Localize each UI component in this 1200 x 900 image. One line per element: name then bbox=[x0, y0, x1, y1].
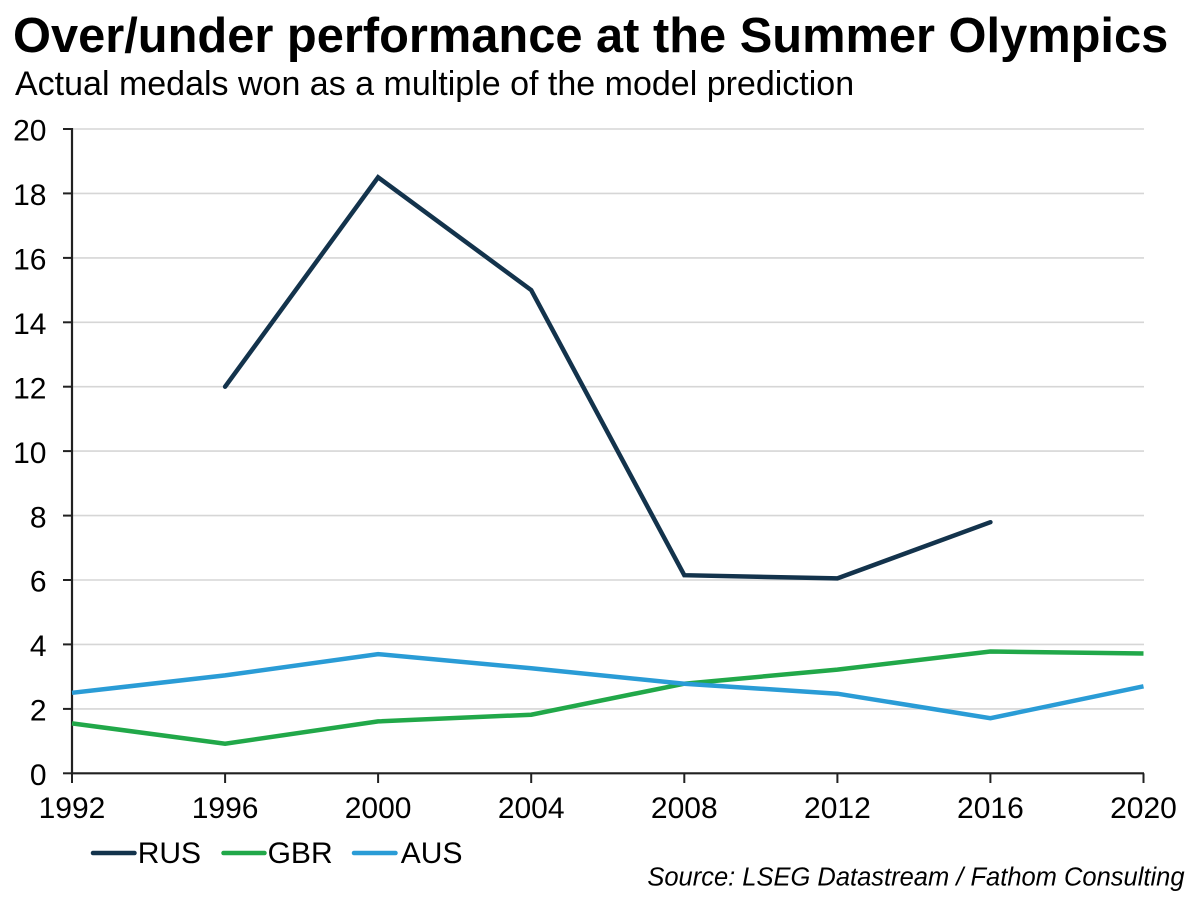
svg-text:1996: 1996 bbox=[192, 792, 259, 825]
svg-text:2: 2 bbox=[30, 695, 47, 728]
svg-text:0: 0 bbox=[30, 759, 47, 792]
svg-text:Over/under performance at the: Over/under performance at the Summer Oly… bbox=[13, 9, 1168, 63]
svg-text:20: 20 bbox=[13, 115, 46, 148]
svg-text:4: 4 bbox=[30, 630, 47, 663]
svg-text:16: 16 bbox=[13, 244, 46, 277]
svg-text:12: 12 bbox=[13, 372, 46, 405]
svg-text:2020: 2020 bbox=[1110, 792, 1177, 825]
svg-text:GBR: GBR bbox=[268, 837, 333, 870]
svg-text:RUS: RUS bbox=[138, 837, 201, 870]
svg-text:14: 14 bbox=[13, 308, 46, 341]
svg-text:2004: 2004 bbox=[498, 792, 565, 825]
svg-text:6: 6 bbox=[30, 566, 47, 599]
svg-text:2000: 2000 bbox=[345, 792, 412, 825]
svg-text:Actual medals won as a multipl: Actual medals won as a multiple of the m… bbox=[15, 65, 854, 103]
svg-text:AUS: AUS bbox=[401, 837, 463, 870]
svg-text:10: 10 bbox=[13, 437, 46, 470]
svg-text:2016: 2016 bbox=[957, 792, 1024, 825]
svg-text:2012: 2012 bbox=[804, 792, 871, 825]
svg-text:Source: LSEG Datastream / Fath: Source: LSEG Datastream / Fathom Consult… bbox=[647, 864, 1184, 892]
svg-text:18: 18 bbox=[13, 179, 46, 212]
svg-text:8: 8 bbox=[30, 501, 47, 534]
svg-text:2008: 2008 bbox=[651, 792, 718, 825]
svg-text:1992: 1992 bbox=[39, 792, 106, 825]
